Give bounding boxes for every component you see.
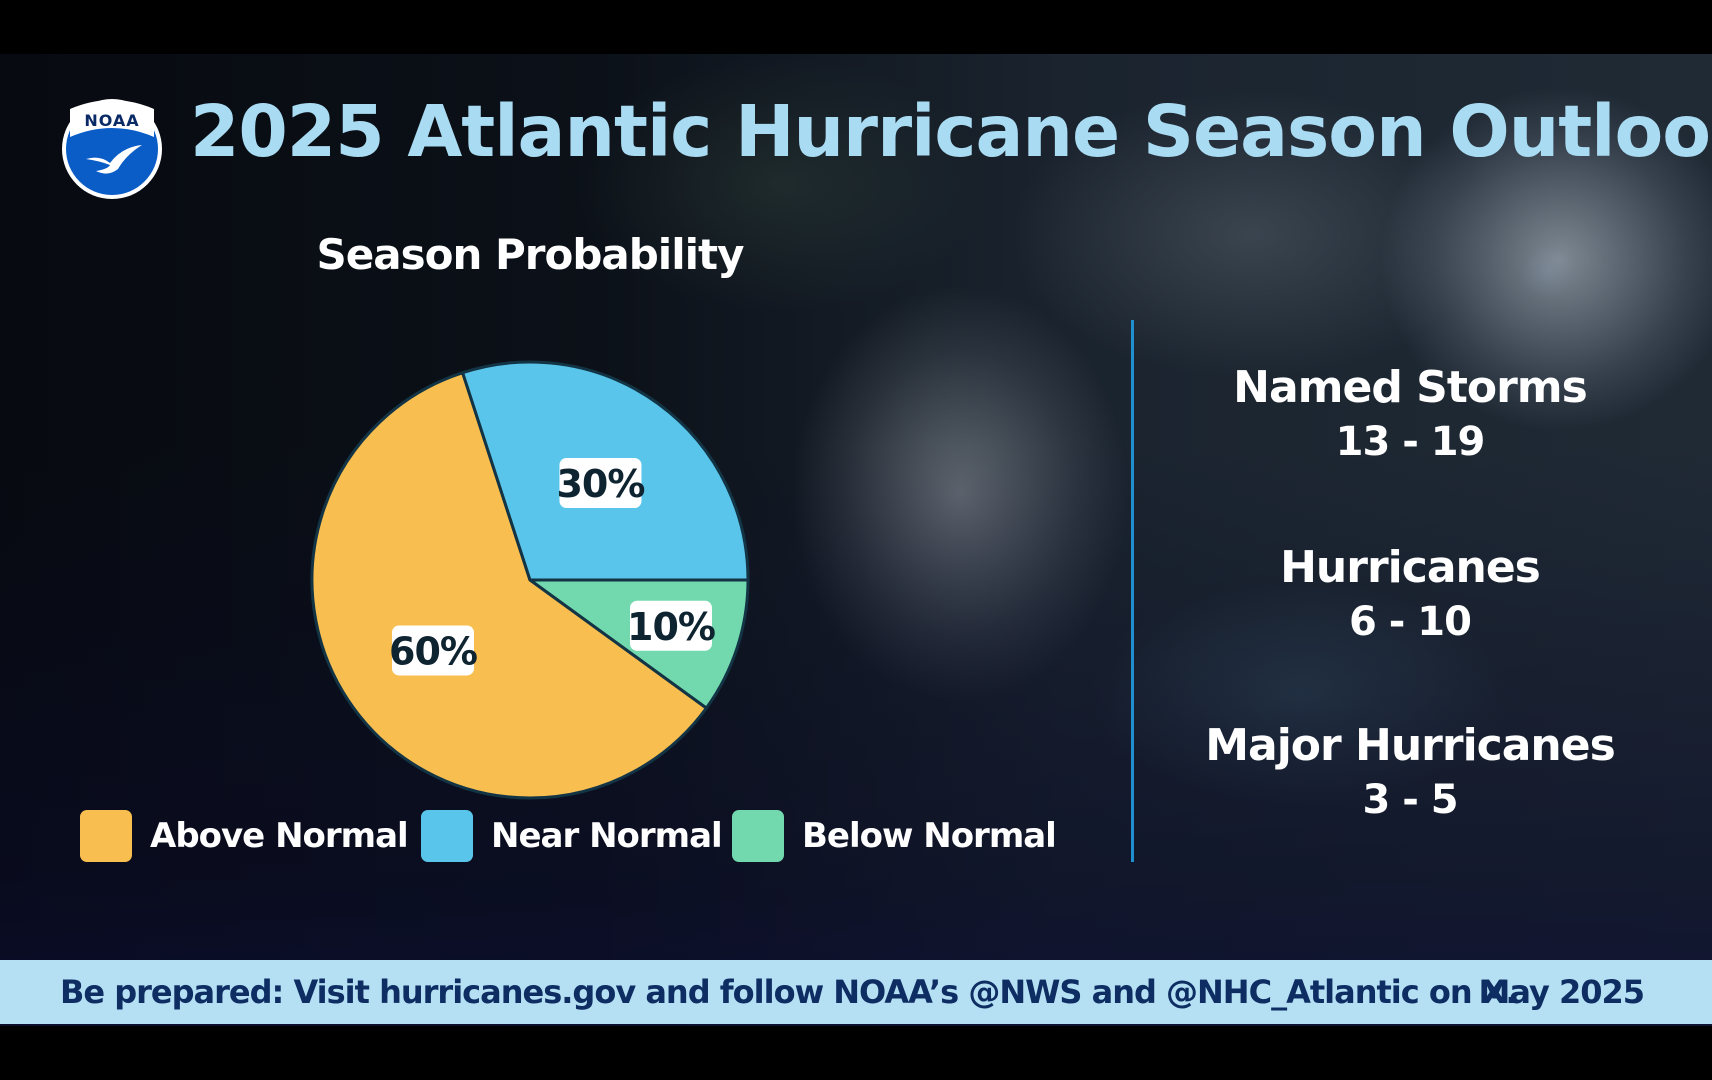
stat-value: 3 - 5: [1362, 777, 1458, 823]
footer-banner: Be prepared: Visit hurricanes.gov and fo…: [0, 960, 1712, 1024]
legend-item-near-normal: Near Normal: [421, 810, 723, 862]
legend-swatch-near-normal: [421, 810, 473, 862]
footer-date: May 2025: [1478, 973, 1645, 1011]
data-label-text: 60%: [389, 629, 477, 673]
data-label-box: [559, 457, 642, 508]
data-label-near-normal: 30%: [556, 457, 645, 508]
pie-chart: 10% 60% 30%: [310, 360, 750, 800]
legend-item-below-normal: Below Normal: [732, 810, 1057, 862]
chart-title: Season Probability: [316, 230, 745, 279]
pie-labels: 10% 60% 30%: [389, 457, 716, 676]
legend-swatch-below-normal: [732, 810, 784, 862]
legend-swatch-above-normal: [80, 810, 132, 862]
data-label-text: 10%: [627, 605, 715, 649]
legend-item-above-normal: Above Normal: [80, 810, 409, 862]
stat-value: 6 - 10: [1349, 599, 1472, 645]
logo-text: NOAA: [84, 111, 140, 130]
section-divider: [1131, 320, 1134, 862]
page-title: 2025 Atlantic Hurricane Season Outlook: [190, 90, 1712, 173]
noaa-logo-icon: [62, 99, 162, 199]
noaa-logo: NOAA: [60, 97, 164, 201]
legend-label-below-normal: Below Normal: [802, 816, 1057, 856]
data-label-text: 30%: [556, 462, 644, 506]
stat-label: Major Hurricanes: [1205, 720, 1616, 771]
stat-hurricanes: Hurricanes 6 - 10: [1160, 540, 1660, 648]
pie-slices: [310, 360, 750, 800]
stat-value: 13 - 19: [1335, 419, 1486, 465]
stat-label: Named Storms: [1233, 362, 1588, 413]
pie-slice-above-normal: [310, 371, 708, 800]
legend-label-near-normal: Near Normal: [491, 816, 723, 856]
legend-label-above-normal: Above Normal: [150, 816, 409, 856]
footer-message: Be prepared: Visit hurricanes.gov and fo…: [60, 973, 1518, 1011]
stat-major-hurricanes: Major Hurricanes 3 - 5: [1160, 718, 1660, 826]
data-label-below-normal: 10%: [627, 600, 716, 651]
data-label-box: [391, 625, 474, 676]
data-label-box: [629, 600, 712, 651]
infographic-background: [0, 54, 1712, 1026]
stat-label: Hurricanes: [1280, 542, 1541, 593]
stat-named-storms: Named Storms 13 - 19: [1160, 360, 1660, 468]
data-label-above-normal: 60%: [389, 625, 478, 676]
